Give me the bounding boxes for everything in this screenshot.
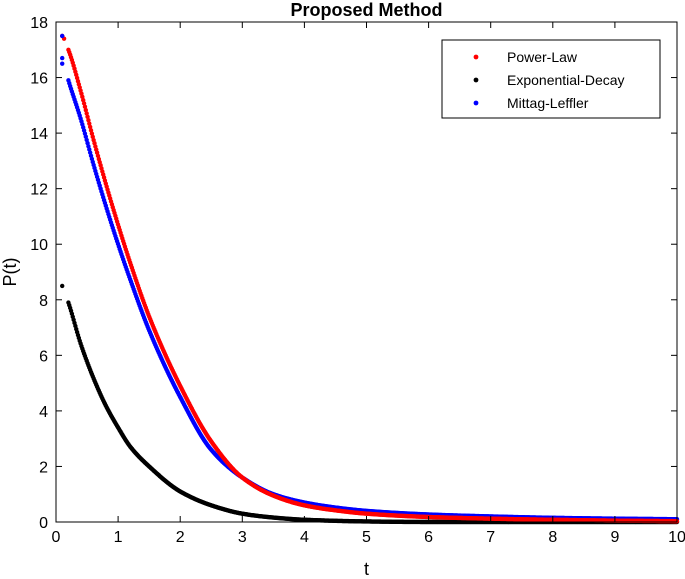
x-tick-label: 8 — [548, 529, 557, 546]
x-tick-label: 1 — [114, 529, 123, 546]
series-exponential-decay — [60, 283, 680, 525]
legend-label: Power-Law — [507, 49, 578, 65]
y-tick-label: 16 — [30, 71, 48, 88]
data-point — [60, 283, 65, 289]
curve-dot — [87, 124, 93, 130]
data-point — [60, 33, 65, 39]
x-tick-label: 10 — [668, 529, 685, 546]
legend-marker — [473, 100, 479, 106]
curve-dot — [86, 117, 91, 123]
x-tick-label: 2 — [176, 529, 185, 546]
chart-title: Proposed Method — [291, 0, 443, 20]
legend-marker — [473, 54, 479, 60]
legend-label: Exponential-Decay — [507, 72, 625, 88]
y-tick-label: 14 — [30, 126, 48, 143]
series-mittag-leffler — [60, 55, 680, 522]
data-point — [60, 55, 65, 61]
y-axis-ticks: 0 2 4 6 8 10 12 14 16 18 — [30, 15, 677, 532]
x-tick-label: 5 — [362, 529, 371, 546]
curve-dot — [82, 104, 88, 109]
legend-label: Mittag-Leffler — [507, 95, 589, 111]
curve-dot — [85, 114, 90, 120]
x-axis-ticks: 0 1 2 3 4 5 6 7 8 9 10 — [52, 22, 685, 546]
y-tick-label: 0 — [39, 515, 48, 532]
y-tick-label: 12 — [30, 182, 48, 199]
y-tick-label: 8 — [39, 293, 48, 310]
data-point — [60, 61, 65, 66]
legend-box — [441, 39, 661, 119]
x-tick-label: 3 — [238, 529, 247, 546]
curve-dot — [84, 111, 89, 116]
y-tick-label: 18 — [30, 15, 48, 32]
legend-marker — [473, 77, 479, 83]
x-axis-label: t — [364, 559, 369, 579]
x-tick-label: 7 — [486, 529, 495, 546]
curve-dot — [83, 107, 89, 113]
x-tick-label: 0 — [52, 529, 61, 546]
y-tick-label: 4 — [39, 404, 48, 421]
curve-dot — [81, 101, 87, 106]
y-axis-label: P(t) — [0, 258, 20, 287]
y-tick-label: 2 — [39, 459, 48, 476]
y-tick-label: 10 — [30, 237, 48, 254]
y-tick-label: 6 — [39, 348, 48, 365]
x-tick-label: 9 — [610, 529, 619, 546]
curve-dot — [88, 128, 94, 133]
x-tick-label: 6 — [424, 529, 433, 546]
x-tick-label: 4 — [300, 529, 309, 546]
curve-dot — [87, 121, 92, 126]
plot-data — [60, 33, 680, 525]
legend: Power-Law Exponential-Decay Mittag-Leffler — [441, 39, 661, 119]
